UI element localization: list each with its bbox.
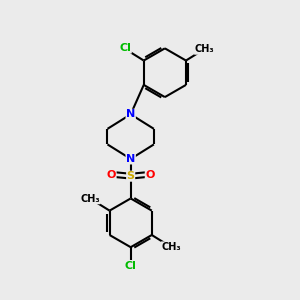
Text: O: O [107, 170, 116, 180]
Text: Cl: Cl [125, 261, 136, 271]
Text: Cl: Cl [119, 43, 131, 53]
Text: N: N [126, 109, 135, 119]
Text: O: O [145, 170, 155, 180]
Text: N: N [126, 154, 135, 164]
Text: CH₃: CH₃ [80, 194, 100, 204]
Text: CH₃: CH₃ [161, 242, 181, 252]
Text: S: S [127, 171, 135, 181]
Text: CH₃: CH₃ [195, 44, 214, 54]
